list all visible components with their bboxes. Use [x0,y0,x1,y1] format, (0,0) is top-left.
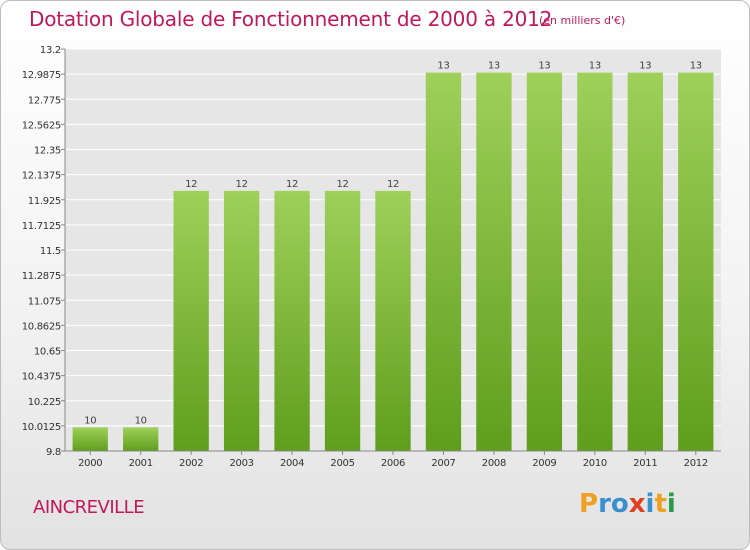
bar-value-label: 12 [286,179,298,190]
x-tick-label: 2009 [532,458,556,469]
y-tick-label: 12.35 [34,146,61,157]
bar-value-label: 13 [589,61,601,72]
bar [173,190,209,451]
x-tick-label: 2002 [179,458,203,469]
bar-value-label: 13 [639,61,651,72]
x-tick-label: 2006 [381,458,405,469]
bar [526,72,563,451]
y-tick-label: 12.9875 [22,70,61,81]
bar [375,190,411,451]
chart-title: Dotation Globale de Fonctionnement de 20… [29,7,553,31]
y-tick-label: 11.5 [40,246,61,257]
bar [123,427,159,451]
bar [678,72,714,451]
y-tick-label: 10.0125 [22,422,61,433]
bar-value-label: 13 [690,61,702,72]
bar [223,190,260,451]
x-tick-label: 2007 [431,458,455,469]
proxiti-logo[interactable]: Proxiti [579,489,676,519]
bar [72,427,108,451]
bar-value-label: 13 [437,61,449,72]
logo-letter: r [598,489,611,519]
y-tick-label: 10.65 [34,347,61,358]
y-tick-label: 13.2 [40,45,61,56]
x-axis: 2000 2001 2002 2003 2004 2005 2006 2007 2008 2009… [65,450,721,469]
x-tick-label: 2011 [633,458,657,469]
y-tick-label: 9.8 [46,447,61,458]
x-tick-label: 2003 [229,458,253,469]
logo-letter: P [579,489,599,519]
y-tick-label: 11.2875 [22,271,61,282]
bar [425,72,462,451]
bar [577,72,613,451]
bar [274,190,310,451]
logo-letter: i [666,489,676,519]
y-tick-label: 11.7125 [22,221,61,232]
y-tick-label: 11.075 [28,296,61,307]
y-tick-label: 10.4375 [22,372,61,383]
logo-letter: o [610,489,629,519]
commune-name: AINCREVILLE [33,497,145,518]
x-tick-label: 2012 [684,458,708,469]
y-tick-label: 12.775 [28,95,61,106]
x-tick-label: 2005 [330,458,354,469]
logo-letter: x [628,489,646,519]
y-tick-label: 10.225 [28,397,61,408]
bar-value-label: 12 [387,179,399,190]
bar-value-label: 12 [336,179,348,190]
x-tick-label: 2001 [129,458,153,469]
y-tick-label: 12.1375 [22,171,61,182]
y-tick-label: 11.925 [28,196,61,207]
y-tick-label: 12.5625 [22,120,61,131]
x-tick-label: 2008 [482,458,506,469]
bar [627,72,663,451]
bar-value-label: 12 [185,179,197,190]
y-tick-label: 10.8625 [22,321,61,332]
bar-value-label: 12 [236,179,248,190]
x-tick-label: 2010 [583,458,607,469]
bar [476,72,512,451]
bar-value-label: 10 [135,415,147,426]
x-tick-label: 2000 [78,458,102,469]
logo-letter: t [654,489,667,519]
bar-value-label: 10 [84,415,96,426]
chart-subtitle: (en milliers d'€) [539,14,626,27]
y-axis: 9.8 10.0125 10.225 10.4375 10.65 10.8625 11.07… [22,45,66,458]
bars: 10 10 12 12 12 12 12 13 13 13 13 13 13 [72,61,714,451]
x-tick-label: 2004 [280,458,304,469]
logo-letter: i [645,489,655,519]
bar [324,190,361,451]
bar-value-label: 13 [538,61,550,72]
bar-value-label: 13 [488,61,500,72]
